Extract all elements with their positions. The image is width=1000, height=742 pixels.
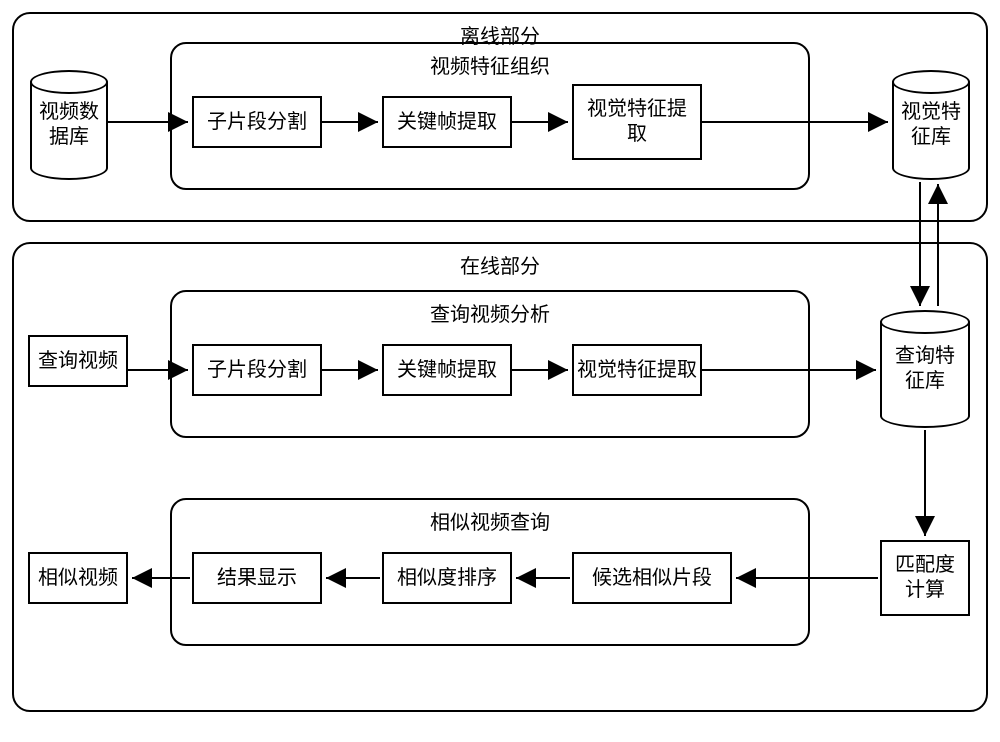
- online-title: 在线部分: [454, 250, 546, 279]
- matching-calc-box: 匹配度计算: [880, 540, 970, 616]
- video-db-cylinder: 视频数据库: [30, 70, 108, 180]
- query-feature-db-cylinder: 查询特征库: [880, 310, 970, 428]
- query-feature-db-label: 查询特征库: [895, 344, 955, 394]
- video-feature-org-title: 视频特征组织: [426, 50, 554, 79]
- query-video-box: 查询视频: [28, 335, 128, 387]
- candidate-segment-box: 候选相似片段: [572, 552, 732, 604]
- visual-feature-db-label: 视觉特征库: [901, 100, 961, 150]
- visual-feature-db-cylinder: 视觉特征库: [892, 70, 970, 180]
- keyframe-box-online: 关键帧提取: [382, 344, 512, 396]
- segment-box-online: 子片段分割: [192, 344, 322, 396]
- similar-video-box: 相似视频: [28, 552, 128, 604]
- keyframe-box-offline: 关键帧提取: [382, 96, 512, 148]
- similar-query-title: 相似视频查询: [426, 506, 554, 535]
- result-display-box: 结果显示: [192, 552, 322, 604]
- segment-box-offline: 子片段分割: [192, 96, 322, 148]
- video-db-label: 视频数据库: [39, 100, 99, 150]
- visual-feature-box-offline: 视觉特征提取: [572, 84, 702, 160]
- similarity-sort-box: 相似度排序: [382, 552, 512, 604]
- query-analysis-title: 查询视频分析: [426, 298, 554, 327]
- visual-feature-box-online: 视觉特征提取: [572, 344, 702, 396]
